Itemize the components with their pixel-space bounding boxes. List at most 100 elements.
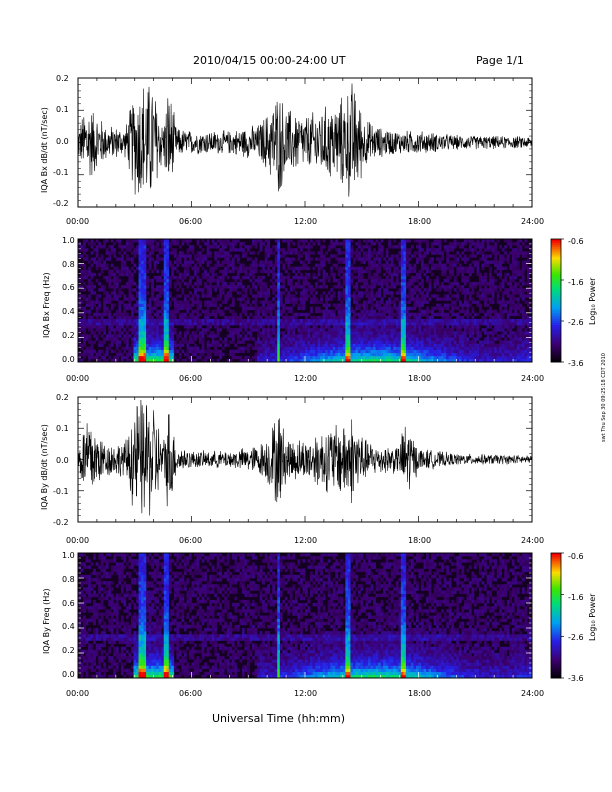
spectrogram-cell — [277, 257, 281, 261]
spectrogram-cell — [133, 328, 137, 332]
spectrogram-cell — [83, 328, 86, 332]
spectrogram-cell — [330, 239, 334, 243]
spectrogram-cell — [229, 282, 233, 286]
spectrogram-cell — [486, 303, 490, 307]
spectrogram-cell — [166, 309, 170, 314]
spectrogram-cell — [272, 266, 276, 271]
spectrogram-cell — [456, 318, 460, 323]
spectrogram-cell — [163, 266, 167, 271]
spectrogram-cell — [125, 272, 129, 277]
spectrogram-cell — [315, 300, 318, 304]
spectrogram-cell — [373, 322, 376, 326]
spectrogram-cell — [368, 263, 371, 267]
spectrogram-cell — [209, 288, 212, 292]
spectrogram-cell — [355, 275, 359, 280]
spectrogram-cell — [393, 352, 397, 357]
spectrogram-cell — [375, 343, 379, 347]
spectrogram-cell — [433, 282, 437, 286]
spectrogram-cell — [335, 285, 339, 289]
spectrogram-cell — [254, 260, 258, 264]
spectrogram-cell — [413, 251, 417, 255]
spectrogram-cell — [317, 334, 321, 338]
spectrogram-cell — [383, 352, 387, 357]
spectrogram-cell — [403, 306, 407, 311]
spectrogram-cell — [461, 272, 465, 277]
spectrogram-cell — [451, 358, 455, 363]
spectrogram-cell — [161, 340, 165, 344]
spectrogram-cell — [156, 322, 160, 326]
spectrogram-cell — [307, 337, 311, 341]
spectrogram-cell — [451, 352, 455, 357]
spectrogram-cell — [181, 306, 185, 311]
spectrogram-cell — [188, 349, 192, 354]
spectrogram-cell — [297, 251, 301, 255]
spectrogram-cell — [259, 242, 263, 246]
spectrogram-cell — [166, 358, 170, 363]
spectrogram-cell — [418, 309, 422, 314]
spectrogram-cell — [284, 349, 288, 354]
spectrogram-cell — [257, 278, 260, 283]
spectrogram-cell — [272, 328, 276, 332]
spectrogram-cell — [141, 254, 144, 258]
spectrogram-cell — [176, 254, 180, 258]
spectrogram-cell — [244, 334, 248, 338]
spectrogram-cell — [307, 346, 311, 351]
spectrogram-cell — [501, 346, 505, 351]
spectrogram-cell — [451, 325, 455, 329]
spectrogram-cell — [148, 349, 152, 354]
spectrogram-cell — [471, 358, 475, 363]
spectrogram-cell — [83, 352, 86, 357]
spectrogram-cell — [267, 245, 270, 249]
spectrogram-cell — [194, 269, 197, 274]
spectrogram-cell — [100, 340, 104, 344]
spectrogram-cell — [173, 303, 177, 307]
spectrogram-cell — [491, 346, 495, 351]
spectrogram-cell — [272, 337, 276, 341]
spectrogram-cell — [209, 331, 212, 335]
spectrogram-cell — [246, 343, 250, 347]
spectrogram-cell — [148, 346, 152, 351]
spectrogram-cell — [166, 355, 170, 360]
spectrogram-cell — [171, 239, 175, 243]
spectrogram-cell — [501, 300, 505, 304]
spectrogram-cell — [289, 349, 293, 354]
spectrogram-cell — [479, 343, 482, 347]
spectrogram-cell — [463, 248, 467, 252]
spectrogram-cell — [113, 334, 117, 338]
spectrogram-cell — [206, 325, 210, 329]
panel4-xtick: 00:00 — [66, 689, 90, 698]
spectrogram-cell — [368, 269, 371, 274]
spectrogram-cell — [368, 340, 371, 344]
spectrogram-cell — [297, 266, 301, 271]
spectrogram-cell — [320, 254, 323, 258]
spectrogram-cell — [320, 248, 323, 252]
spectrogram-cell — [400, 315, 404, 320]
spectrogram-cell — [171, 340, 175, 344]
spectrogram-cell — [360, 352, 364, 357]
panel4-xtick: 06:00 — [179, 689, 203, 698]
spectrogram-cell — [410, 266, 414, 271]
spectrogram-cell — [428, 297, 432, 301]
spectrogram-cell — [289, 300, 293, 304]
spectrogram-cell — [181, 278, 185, 283]
spectrogram-cell — [299, 272, 303, 277]
spectrogram-cell — [360, 334, 364, 338]
spectrogram-cell — [428, 328, 432, 332]
spectrogram-cell — [110, 315, 114, 320]
spectrogram-cell — [408, 334, 412, 338]
spectrogram-cell — [426, 328, 429, 332]
spectrogram-cell — [380, 325, 384, 329]
spectrogram-2 — [78, 239, 533, 363]
spectrogram-cell — [186, 309, 190, 314]
spectrogram-cell — [241, 337, 245, 341]
spectrogram-cell — [468, 325, 472, 329]
spectrogram-cell — [345, 291, 349, 295]
spectrogram-cell — [211, 239, 215, 243]
spectrogram-cell — [166, 242, 170, 246]
spectrogram-cell — [120, 300, 124, 304]
spectrogram-cell — [264, 288, 268, 292]
spectrogram-cell — [289, 343, 293, 347]
spectrogram-cell — [264, 251, 268, 255]
spectrogram-cell — [221, 275, 225, 280]
spectrogram-cell — [418, 242, 422, 246]
